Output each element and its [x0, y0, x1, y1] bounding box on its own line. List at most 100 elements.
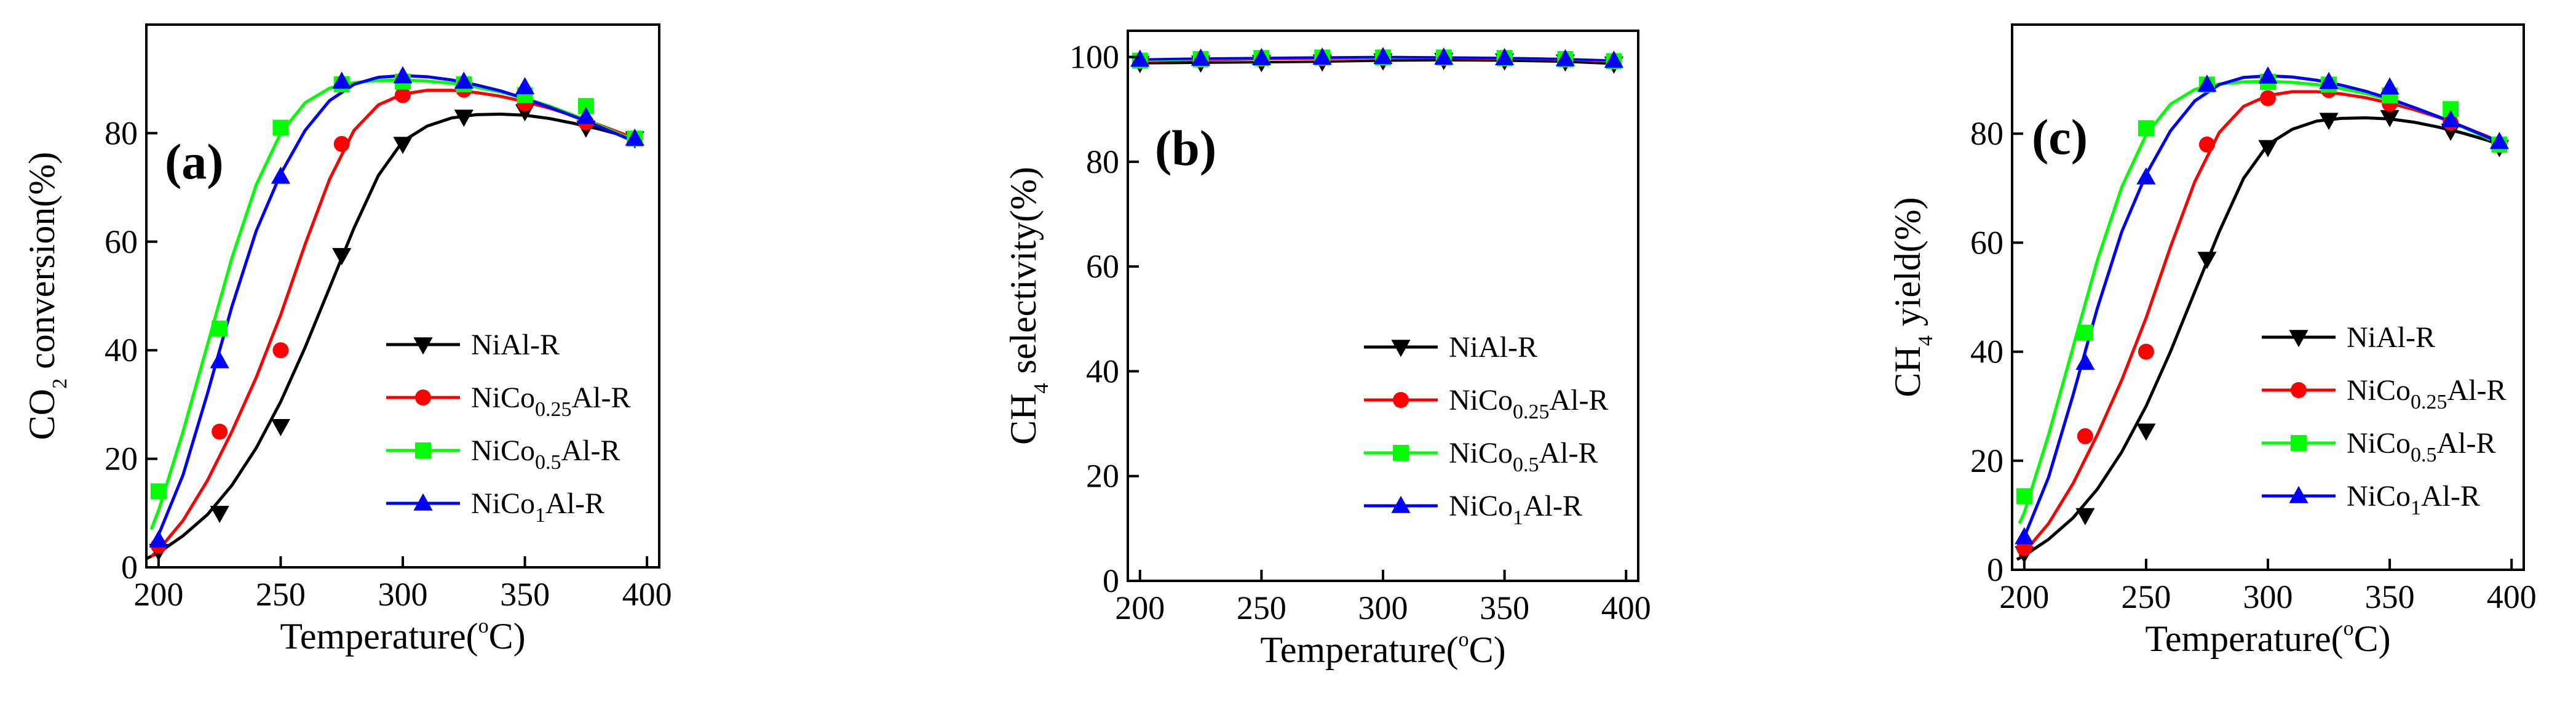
panel-a-legend-marker-nico1al-r [413, 493, 433, 511]
panel-c-point-nico0-25al-r-250 [2138, 343, 2154, 360]
panel-c-xtick-label-250: 250 [2121, 578, 2171, 615]
panel-b-point-nico1al-r-250 [1251, 48, 1271, 65]
panel-b-ytick-label-40: 40 [1086, 353, 1119, 389]
panel-a-ytick-label-0: 0 [121, 549, 138, 586]
panel-a-point-nial-r-325 [454, 110, 474, 127]
panel-a-point-nico1al-r-395 [625, 128, 644, 146]
panel-c-ytick-label-20: 20 [1970, 442, 2003, 479]
panel-c-point-nial-r-300 [2258, 140, 2278, 158]
panel-b-legend-marker-nico0-25al-r [1393, 392, 1409, 408]
panel-a-legend-label-nico0-5al-r: NiCo0.5Al-R [471, 434, 620, 474]
panel-c-ytick-label-80: 80 [1970, 115, 2003, 152]
panel-a-y-axis-title: CO2 conversion(%) [22, 152, 71, 441]
panel-a-point-nico0-25al-r-275 [333, 136, 350, 153]
panel-a-legend-label-nico1al-r: NiCo1Al-R [471, 487, 604, 527]
panel-c-legend-label-nico0-5al-r: NiCo0.5Al-R [2347, 427, 2496, 466]
panel-b-point-nico1al-r-275 [1312, 47, 1332, 65]
panel-b-point-nico1al-r-350 [1495, 48, 1515, 65]
panel-a-point-nico1al-r-300 [393, 66, 413, 84]
panel-a-point-nico1al-r-200 [149, 530, 168, 548]
panel-a-point-nico0-5al-r-225 [212, 320, 228, 337]
panel-b-xtick-label-250: 250 [1237, 589, 1286, 626]
panel-b-legend-label-nico1al-r: NiCo1Al-R [1449, 490, 1582, 529]
panel-b-point-nico1al-r-300 [1373, 47, 1393, 65]
panel-c-point-nico0-5al-r-250 [2138, 120, 2154, 137]
panel-c-point-nial-r-350 [2380, 110, 2400, 127]
panel-b-xtick-label-400: 400 [1601, 589, 1651, 626]
panel-a-xtick-label-300: 300 [378, 576, 428, 613]
panel-a-point-nico0-5al-r-250 [272, 119, 289, 136]
panel-c-y-axis-title: CH4 yield(%) [1887, 197, 1937, 397]
panel-c-xtick-label-300: 300 [2243, 578, 2293, 615]
panel-a-legend-label-nico0-25al-r: NiCo0.25Al-R [471, 381, 631, 421]
panel-c-point-nico1al-r-350 [2380, 77, 2400, 95]
panel-c-legend-marker-nico0-25al-r [2291, 382, 2307, 398]
panel-b-point-nico1al-r-325 [1434, 47, 1454, 65]
panel-a-ytick-label-20: 20 [105, 441, 138, 477]
panel-b-legend-marker-nico1al-r [1391, 495, 1411, 513]
panel-c-point-nico1al-r-395 [2489, 132, 2509, 150]
panel-a-xtick-label-200: 200 [133, 576, 183, 613]
panel-c-legend-marker-nico1al-r [2289, 485, 2308, 503]
panel-a-ytick-label-40: 40 [105, 332, 138, 369]
panel-a-point-nico1al-r-275 [332, 71, 352, 89]
panel-c-legend-marker-nial-r [2289, 330, 2308, 348]
panel-b-ch4-selectivity: 200 250 300 350 400 0 20 40 60 80 100 Temperature(o… [1003, 30, 1651, 670]
panel-c-ytick-label-60: 60 [1970, 224, 2003, 261]
panel-b-x-axis-title: Temperature(oC) [1260, 628, 1505, 670]
panel-c-point-nico1al-r-225 [2075, 353, 2095, 370]
panel-b-xtick-label-200: 200 [1115, 589, 1165, 626]
panel-b-y-axis-title: CH4 selectivity(%) [1003, 167, 1053, 445]
panel-b-ytick-label-0: 0 [1103, 562, 1119, 599]
panel-c-point-nico0-5al-r-200 [2016, 488, 2032, 505]
panel-b-ytick-label-100: 100 [1069, 39, 1119, 76]
panel-a-ytick-label-60: 60 [105, 223, 138, 260]
panel-b-label: (b) [1155, 120, 1216, 176]
panel-a-point-nial-r-225 [210, 506, 229, 524]
panel-b-xtick-label-350: 350 [1480, 589, 1529, 626]
panel-b-point-nico1al-r-225 [1191, 48, 1211, 66]
panel-c-x-axis-title: Temperature(oC) [2145, 617, 2390, 659]
panel-a-point-nico1al-r-350 [515, 77, 535, 95]
panel-a-point-nico0-25al-r-250 [272, 342, 289, 359]
panel-a-x-axis-title: Temperature(oC) [280, 615, 525, 657]
panel-a-point-nico1al-r-325 [454, 71, 474, 89]
panel-a-legend-marker-nico0-25al-r [415, 389, 431, 405]
panel-b-legend-label-nico0-5al-r: NiCo0.5Al-R [1449, 437, 1598, 476]
panel-a-label: (a) [165, 134, 224, 190]
panel-b-point-nico1al-r-375 [1555, 49, 1575, 66]
panel-a-point-nico0-25al-r-225 [212, 423, 228, 440]
panel-c-point-nico1al-r-200 [2015, 527, 2034, 545]
panel-c-point-nico0-25al-r-225 [2077, 428, 2093, 444]
panel-a-fit-line-nial-r [145, 112, 636, 561]
panel-c-legend-marker-nico0-5al-r [2291, 435, 2307, 451]
panel-a-legend-marker-nial-r [413, 337, 433, 355]
panel-c-fit-line-nico1al-r [2018, 74, 2500, 546]
panel-c-label: (c) [2032, 109, 2088, 165]
panel-a-point-nico1al-r-225 [210, 351, 229, 369]
panel-c-xtick-label-400: 400 [2487, 578, 2537, 615]
panel-c-point-nico1al-r-375 [2441, 110, 2460, 127]
panel-c-point-nico1al-r-275 [2197, 74, 2217, 92]
panel-b-legend-marker-nial-r [1391, 340, 1411, 357]
panel-a-point-nial-r-275 [332, 248, 352, 266]
panel-c-point-nico0-25al-r-275 [2198, 136, 2215, 153]
panel-a-point-nico0-25al-r-300 [395, 87, 411, 103]
panel-a-point-nial-r-300 [393, 137, 413, 154]
panel-b-legend-label-nial-r: NiAl-R [1449, 331, 1537, 364]
panel-c-fit-line-nial-r [2016, 116, 2500, 561]
panel-c-point-nico1al-r-250 [2136, 167, 2156, 185]
panel-a-xtick-label-250: 250 [256, 576, 306, 613]
panel-a-legend-marker-nico0-5al-r [415, 442, 431, 458]
panel-a-co2-conversion: 200 250 300 350 400 0 20 40 60 80 Temperature(oC) C… [22, 23, 672, 657]
panel-b-point-nico1al-r-200 [1130, 49, 1150, 67]
panel-b-legend-marker-nico0-5al-r [1393, 445, 1409, 461]
panel-a-xtick-label-350: 350 [500, 576, 550, 613]
panel-c-point-nial-r-325 [2319, 113, 2339, 130]
panel-c-point-nico1al-r-300 [2258, 66, 2278, 84]
panel-b-xtick-label-300: 300 [1358, 589, 1408, 626]
panel-a-legend-label-nial-r: NiAl-R [471, 329, 560, 361]
panel-a-point-nico1al-r-375 [576, 106, 596, 124]
panel-c-xtick-label-350: 350 [2365, 578, 2415, 615]
